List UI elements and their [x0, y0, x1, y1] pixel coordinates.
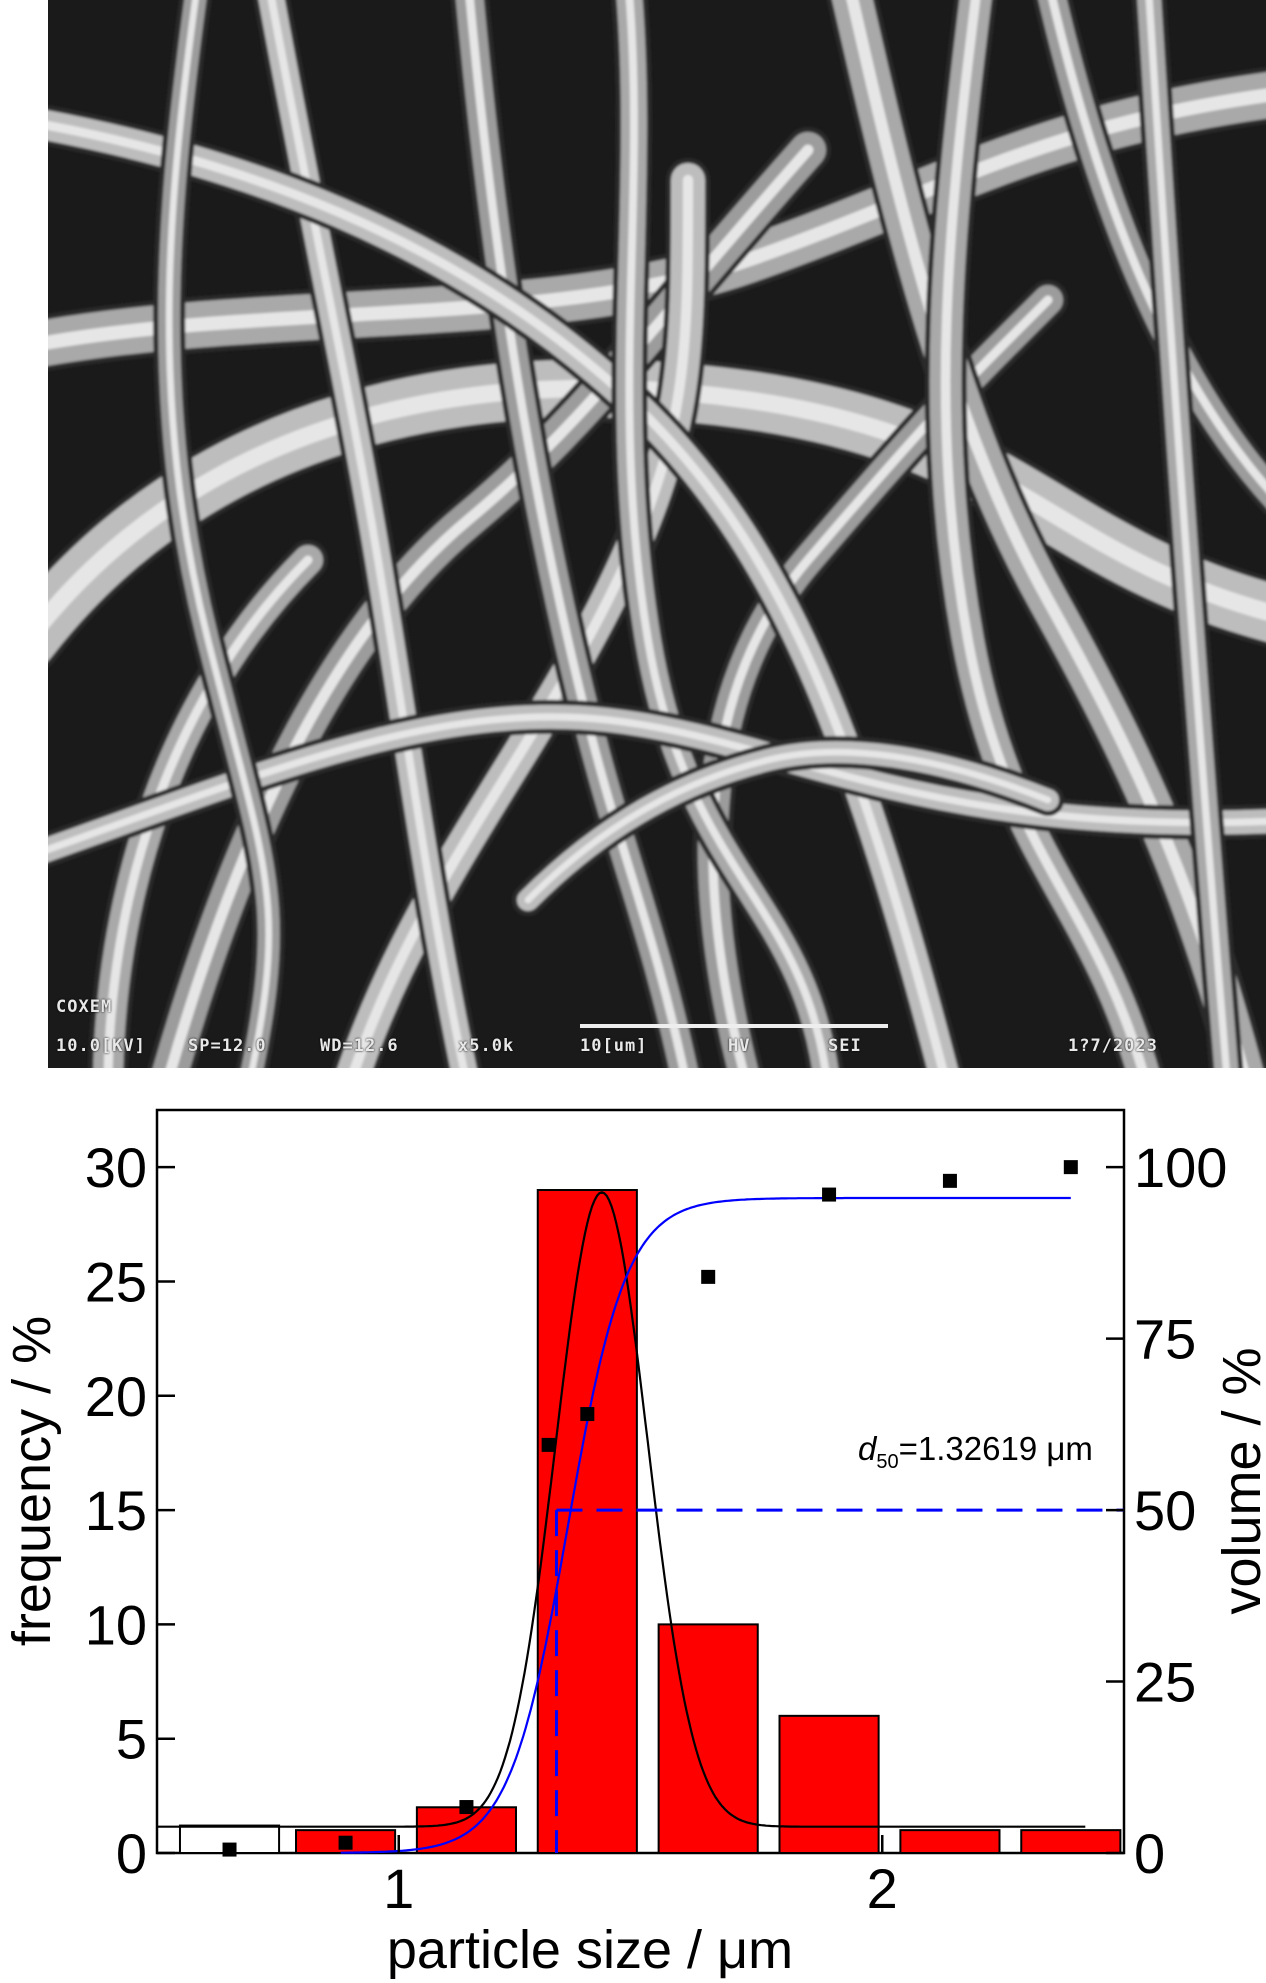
- volume-data-point: [338, 1835, 353, 1850]
- y-axis-right-label: volume / %: [1212, 1347, 1266, 1614]
- histogram-bar: [899, 1829, 1001, 1855]
- y-left-tick-label: 5: [116, 1708, 147, 1771]
- fiber-highlight: [465, 0, 688, 1068]
- fiber-highlight: [349, 174, 694, 1068]
- sem-scale-label: 10[um]: [580, 1036, 648, 1056]
- fiber-highlight: [524, 748, 1052, 904]
- gaussian-fit-line: [157, 1191, 1086, 1828]
- y-left-tick-label: 25: [85, 1250, 147, 1313]
- y-left-tick-label: 30: [85, 1136, 147, 1199]
- volume-data-point: [580, 1407, 595, 1422]
- y-right-tick-label: 0: [1134, 1822, 1165, 1885]
- particle-size-chart: 1 2 0 5 10 15 20 25 30 0 25 50 75 100 particle size /…: [0, 1068, 1266, 1983]
- d50-annotation-symbol: d: [858, 1430, 878, 1467]
- sem-date-label: 1?7/2023: [1068, 1036, 1158, 1056]
- sem-magnification-label: x5.0k: [458, 1036, 515, 1056]
- fiber-highlight: [267, 0, 468, 1068]
- x-axis-label: particle size / μm: [387, 1920, 793, 1980]
- volume-data-point: [822, 1187, 837, 1202]
- d50-annotation-value: =1.32619 μm: [899, 1430, 1093, 1467]
- histogram-bar: [415, 1806, 517, 1854]
- y-right-tick-label: 100: [1134, 1136, 1227, 1199]
- volume-data-point: [1063, 1160, 1078, 1175]
- sem-detector-label: SEI: [828, 1036, 862, 1056]
- y-left-tick-label: 15: [85, 1479, 147, 1542]
- d50-annotation: d50=1.32619 μm: [858, 1430, 1093, 1473]
- y-right-tick-label: 25: [1134, 1651, 1196, 1714]
- fiber-highlight: [846, 0, 1249, 1068]
- sem-voltage-label: 10.0[KV]: [56, 1036, 146, 1056]
- sem-hv-label: HV: [728, 1036, 751, 1056]
- fiber-highlight: [165, 0, 273, 1068]
- y-right-tick-label: 50: [1134, 1479, 1196, 1542]
- volume-data-point: [222, 1842, 237, 1857]
- x-tick-label: 2: [867, 1857, 898, 1920]
- y-right-tick-label: 75: [1134, 1308, 1196, 1371]
- y-axis-left-label: frequency / %: [2, 1316, 62, 1646]
- histogram-bar: [778, 1714, 880, 1854]
- histogram-bar: [536, 1189, 638, 1854]
- sem-scale-bar: [580, 1024, 888, 1028]
- volume-data-point: [942, 1173, 957, 1188]
- fiber-highlight: [48, 379, 1266, 630]
- d50-annotation-subscript: 50: [876, 1451, 898, 1473]
- sem-brand-label: COXEM: [56, 997, 113, 1017]
- fiber-highlight: [1145, 0, 1230, 1068]
- plot-frame: [155, 1108, 1126, 1855]
- y-left-tick-label: 0: [116, 1822, 147, 1885]
- fiber-highlight: [625, 0, 830, 1068]
- volume-data-point: [459, 1800, 474, 1815]
- histogram-bar: [1020, 1829, 1122, 1855]
- sem-micrograph: COXEM 10.0[KV] SP=12.0 WD=12.6 x5.0k 10[…: [48, 0, 1266, 1068]
- sem-wd-label: WD=12.6: [320, 1036, 399, 1056]
- sem-spot-label: SP=12.0: [188, 1036, 267, 1056]
- fiber-mat-image: [48, 0, 1266, 1068]
- fiber-highlight: [1048, 0, 1266, 493]
- volume-data-point: [701, 1269, 716, 1284]
- x-tick-label: 1: [383, 1857, 414, 1920]
- y-left-tick-label: 20: [85, 1365, 147, 1428]
- volume-data-point: [541, 1437, 556, 1452]
- cumulative-fit-line: [340, 1196, 1071, 1854]
- y-left-tick-label: 10: [85, 1593, 147, 1656]
- histogram-bar: [657, 1623, 759, 1855]
- fiber-highlight: [940, 0, 1147, 1068]
